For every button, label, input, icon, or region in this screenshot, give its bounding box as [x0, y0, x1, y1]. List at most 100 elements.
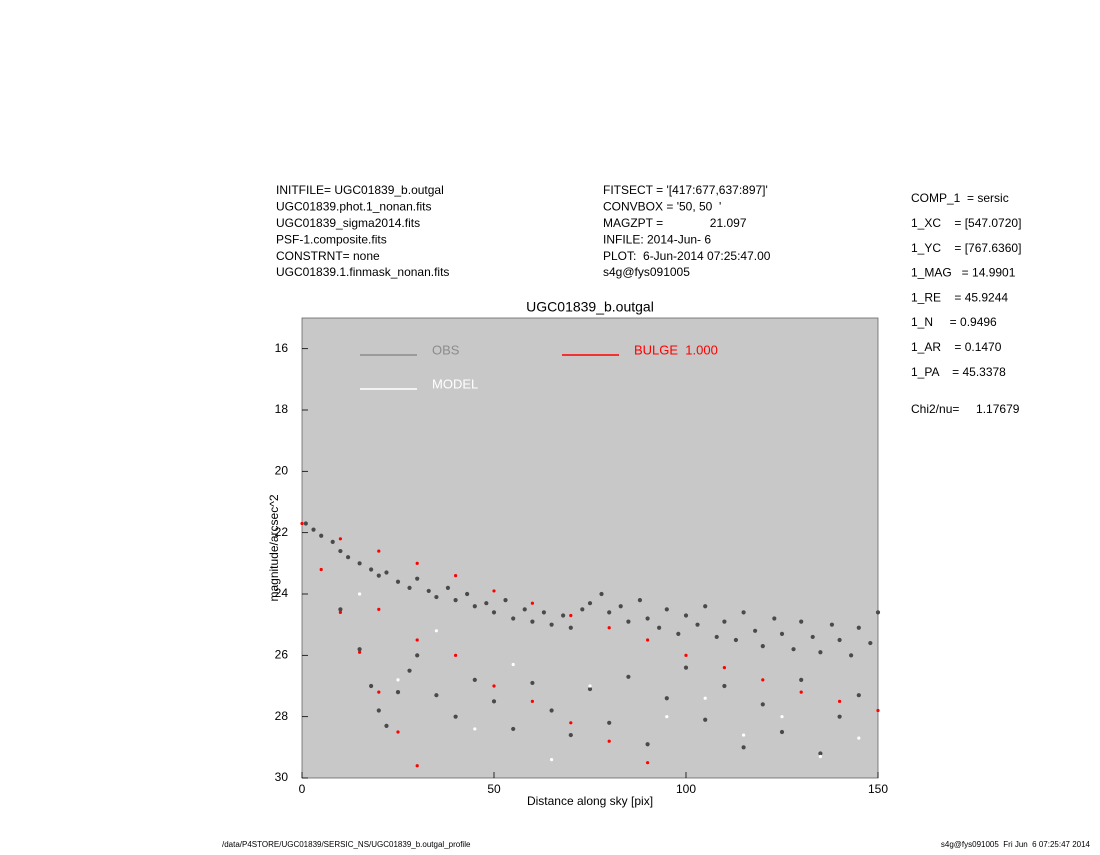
data-point [588, 684, 592, 688]
data-point [753, 628, 758, 633]
data-point [761, 678, 765, 682]
fit-param: 1_RE = 45.9244 [911, 290, 1008, 304]
data-point [492, 589, 496, 593]
data-point [338, 610, 342, 615]
data-point [407, 668, 412, 673]
data-point [838, 699, 842, 703]
data-point [837, 714, 842, 719]
data-point [549, 708, 554, 713]
data-point [568, 625, 573, 630]
data-point [369, 567, 374, 572]
data-point [665, 715, 669, 719]
data-point [837, 637, 842, 643]
data-point [587, 686, 593, 692]
data-point [587, 601, 593, 606]
chart-title: UGC01839_b.outgal [526, 299, 654, 315]
data-point [741, 610, 746, 615]
data-point [511, 662, 515, 667]
fit-info: CONVBOX = '50, 50 ' [603, 200, 721, 214]
data-point [338, 607, 343, 612]
data-point [875, 610, 881, 615]
data-point [384, 723, 389, 728]
plot-area [301, 317, 879, 779]
data-point [550, 758, 554, 762]
data-point [607, 739, 611, 743]
data-point [453, 714, 458, 719]
data-point [415, 638, 419, 642]
data-point [472, 677, 477, 682]
data-point [376, 708, 381, 713]
data-point [415, 653, 420, 658]
data-point [541, 610, 547, 615]
data-point [561, 613, 566, 618]
data-point [722, 683, 727, 689]
data-point [626, 619, 631, 624]
data-point [684, 653, 688, 657]
legend-label: BULGE 1.000 [634, 342, 718, 357]
data-point [868, 640, 873, 646]
data-point [849, 653, 854, 658]
init-info: UGC01839_sigma2014.fits [276, 216, 420, 230]
data-point [791, 647, 796, 652]
fit-info: FITSECT = '[417:677,637:897]' [603, 183, 768, 197]
data-point [780, 715, 784, 719]
data-point [637, 598, 643, 603]
data-point [330, 539, 335, 544]
data-point [491, 699, 497, 704]
y-tick-label: 24 [275, 586, 289, 600]
data-point [818, 754, 823, 759]
data-point [396, 678, 400, 682]
y-tick-label: 18 [275, 402, 289, 416]
data-point [741, 745, 746, 750]
data-point [856, 625, 861, 630]
data-point [645, 742, 650, 747]
data-point [818, 751, 823, 756]
data-point [695, 622, 700, 627]
init-info: PSF-1.composite.fits [276, 232, 387, 246]
data-point [779, 631, 785, 636]
data-point [607, 626, 611, 630]
data-point [779, 729, 785, 735]
data-point [369, 683, 374, 689]
data-point [626, 674, 631, 679]
x-tick-label: 50 [487, 782, 501, 796]
data-point [703, 717, 708, 722]
data-point [511, 616, 516, 621]
data-point [569, 721, 573, 725]
data-point [376, 573, 381, 578]
data-point [311, 527, 316, 532]
data-point [703, 696, 707, 700]
data-point [358, 650, 362, 654]
data-point [799, 619, 804, 624]
data-point [415, 561, 419, 565]
init-info: UGC01839.1.finmask_nonan.fits [276, 265, 449, 279]
data-point [415, 576, 420, 581]
data-point [607, 610, 612, 615]
data-point [580, 607, 585, 612]
data-point [384, 570, 389, 575]
chi2: Chi2/nu= 1.17679 [911, 402, 1020, 416]
data-point [530, 601, 535, 605]
fit-info: s4g@fys091005 [603, 265, 690, 279]
data-point [377, 607, 381, 611]
data-point [760, 702, 765, 707]
data-point [772, 616, 777, 621]
data-point [733, 637, 739, 643]
y-tick-label: 22 [275, 525, 289, 539]
data-point [377, 549, 381, 553]
data-point [799, 677, 804, 682]
data-point [810, 634, 815, 640]
data-point [453, 598, 458, 603]
fit-param: 1_XC = [547.0720] [911, 216, 1021, 230]
data-point [454, 653, 458, 657]
data-point [377, 690, 381, 694]
fit-param: 1_MAG = 14.9901 [911, 266, 1016, 280]
data-point [357, 647, 362, 652]
y-axis-label: magnitude/arcsec^2 [267, 494, 281, 601]
fit-info: INFILE: 2014-Jun- 6 [603, 232, 711, 246]
data-point [303, 521, 308, 526]
x-tick-label: 150 [868, 782, 888, 796]
data-point [664, 696, 669, 701]
y-tick-label: 30 [275, 770, 289, 784]
